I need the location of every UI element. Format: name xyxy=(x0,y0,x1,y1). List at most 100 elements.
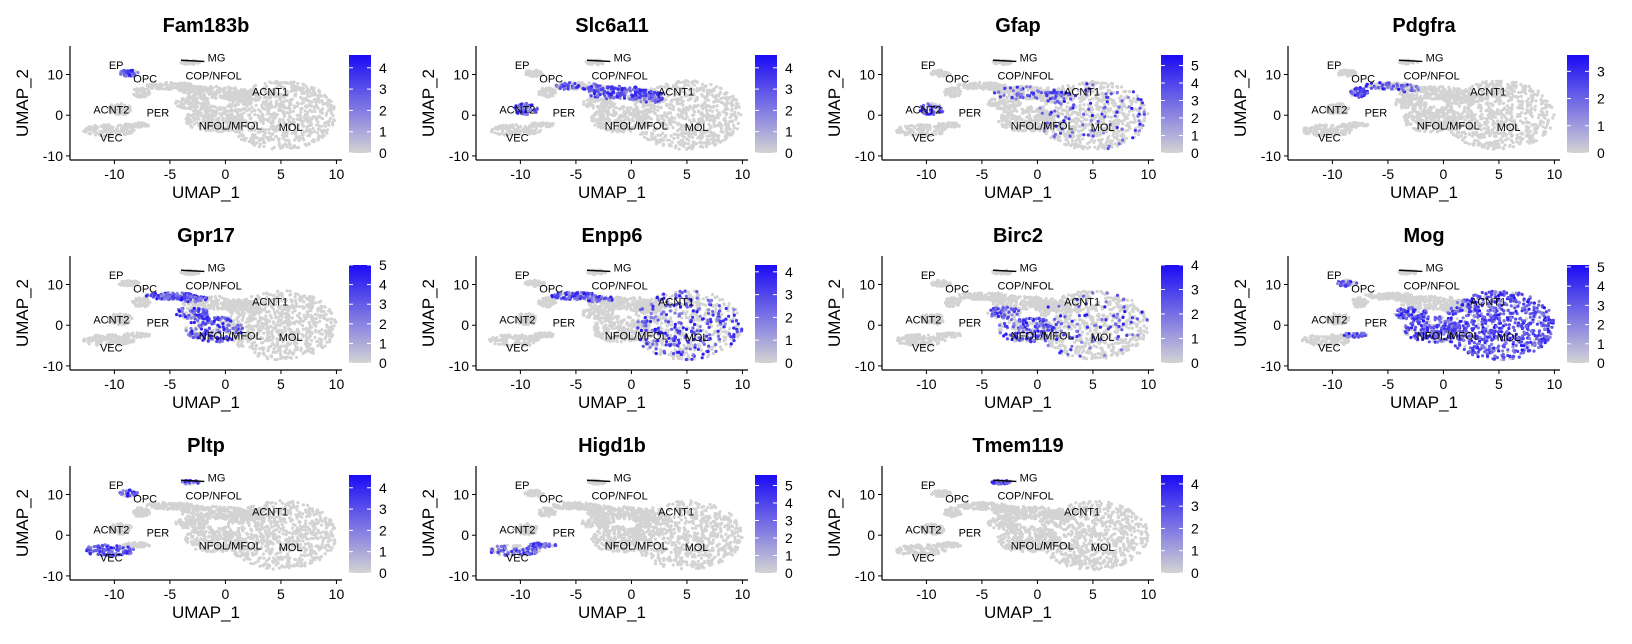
cell-point xyxy=(1137,133,1141,137)
cell-point xyxy=(134,124,138,128)
cell-point xyxy=(128,129,133,134)
cell-point xyxy=(199,122,203,126)
cell-point xyxy=(1115,137,1119,141)
cell-point xyxy=(137,93,141,98)
cell-point xyxy=(169,80,173,85)
cell-point xyxy=(155,84,159,88)
cell-point xyxy=(212,112,216,116)
cell-point xyxy=(1044,102,1048,106)
cell-point xyxy=(628,86,632,90)
cell-point xyxy=(686,142,690,146)
cell-point xyxy=(1115,132,1119,136)
cell-point xyxy=(1113,142,1117,146)
cell-point xyxy=(701,141,706,145)
cell-point xyxy=(677,107,681,112)
cell-point xyxy=(1086,146,1090,150)
cell-point xyxy=(128,108,132,112)
cell-point xyxy=(257,98,261,102)
cell-point xyxy=(1090,116,1094,120)
cluster-label: MG xyxy=(614,52,632,64)
cell-point xyxy=(1109,115,1113,119)
cell-point xyxy=(212,114,217,118)
cluster-label: MOL xyxy=(279,122,303,134)
cell-point xyxy=(241,107,245,111)
cell-point xyxy=(300,97,304,101)
cell-point xyxy=(580,81,584,85)
cell-point xyxy=(1076,145,1080,149)
cell-point xyxy=(490,127,494,131)
cell-point xyxy=(676,129,680,133)
cell-point xyxy=(312,115,316,119)
cell-point xyxy=(284,99,289,103)
cell-point xyxy=(674,144,678,148)
cell-point xyxy=(290,88,294,92)
cell-point xyxy=(599,110,603,114)
cell-point xyxy=(211,86,215,90)
cell-point xyxy=(1106,102,1110,106)
cell-point xyxy=(191,94,195,98)
cell-point xyxy=(281,145,285,149)
cell-point xyxy=(248,95,252,99)
cell-point xyxy=(1099,85,1103,89)
cell-point xyxy=(668,144,672,148)
cell-point xyxy=(568,81,572,85)
cell-point xyxy=(1013,120,1017,124)
cell-point xyxy=(1092,140,1096,144)
cell-point xyxy=(247,107,252,111)
cell-point xyxy=(180,86,185,90)
cell-point xyxy=(695,86,699,91)
x-tick-label: 0 xyxy=(628,166,636,182)
cell-point xyxy=(609,122,613,126)
cell-point xyxy=(973,84,977,88)
cell-point xyxy=(223,92,227,96)
cell-point xyxy=(1062,108,1066,112)
cell-point xyxy=(1121,111,1125,115)
cell-point xyxy=(1113,135,1117,140)
cell-point xyxy=(1073,128,1077,132)
cell-point xyxy=(618,125,622,129)
y-tick-label: 0 xyxy=(55,107,63,123)
cell-point xyxy=(267,138,271,142)
cell-point xyxy=(724,119,728,123)
cell-point xyxy=(1070,139,1075,143)
cell-point xyxy=(661,143,665,147)
cell-point xyxy=(639,132,643,136)
cell-point xyxy=(702,95,706,99)
cell-point xyxy=(308,128,312,132)
y-axis-label: UMAP_2 xyxy=(13,69,32,137)
cell-point xyxy=(1065,136,1069,140)
cell-point xyxy=(235,93,239,97)
cell-point xyxy=(551,93,555,97)
x-tick-label: 5 xyxy=(277,166,285,182)
cell-point xyxy=(635,112,639,117)
x-tick-label: 5 xyxy=(683,166,691,182)
cell-point xyxy=(736,121,740,125)
cell-point xyxy=(204,104,208,108)
cell-point xyxy=(699,129,703,134)
cell-point xyxy=(1007,105,1011,110)
cell-point xyxy=(1026,106,1030,110)
cell-point xyxy=(197,123,201,127)
cell-point xyxy=(1122,90,1126,94)
cell-point xyxy=(603,94,607,98)
cell-point xyxy=(285,134,289,138)
cell-point xyxy=(249,116,253,120)
cell-point xyxy=(1126,128,1130,132)
cell-point xyxy=(1108,139,1112,143)
cell-point xyxy=(1001,106,1005,110)
cell-point xyxy=(660,91,664,95)
cell-point xyxy=(644,132,648,136)
cell-point xyxy=(520,112,524,116)
cell-point xyxy=(685,115,689,119)
cell-point xyxy=(133,122,137,126)
cell-point xyxy=(673,120,677,124)
cell-point xyxy=(250,110,254,114)
cell-point xyxy=(116,124,120,128)
cell-point xyxy=(281,136,285,140)
cell-point xyxy=(737,105,741,109)
cell-point xyxy=(598,123,602,128)
cell-point xyxy=(541,89,545,93)
cell-point xyxy=(626,109,630,113)
cell-point xyxy=(663,92,667,96)
cell-point xyxy=(221,118,225,122)
